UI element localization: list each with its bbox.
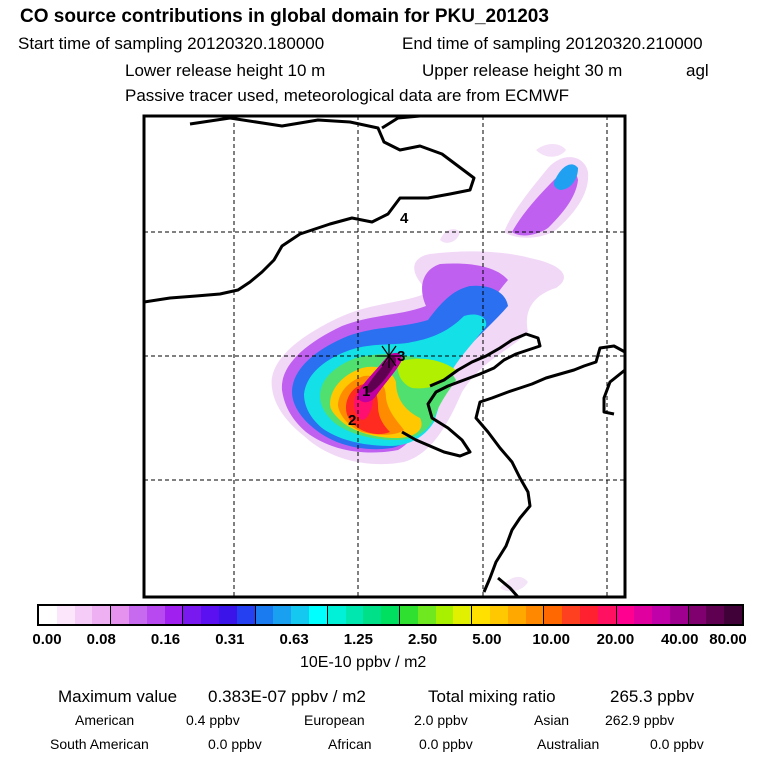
colorbar-cell [308, 606, 327, 624]
colorbar-cell [92, 606, 111, 624]
region-value: 0.0 ppbv [650, 736, 704, 752]
region-name: South American [50, 736, 149, 752]
region-name: Asian [534, 712, 570, 728]
release-site-marker [377, 344, 401, 368]
colorbar-cell [417, 606, 436, 624]
colorbar-cell [363, 606, 382, 624]
map-panel [142, 114, 627, 599]
region-value: 0.0 ppbv [208, 736, 262, 752]
max-value: 0.383E-07 ppbv / m2 [208, 687, 366, 706]
colorbar-cell [489, 606, 508, 624]
colorbar-cell [669, 606, 688, 624]
colorbar-cell [291, 606, 309, 624]
colorbar-cell [254, 606, 274, 624]
colorbar-tick-label: 5.00 [472, 631, 502, 648]
colorbar-tick-label: 0.31 [215, 631, 245, 648]
colorbar-cell [507, 606, 526, 624]
region-value: 0.0 ppbv [419, 736, 473, 752]
release-agl: agl [686, 61, 709, 80]
sampling-start: Start time of sampling 20120320.180000 [18, 34, 325, 53]
colorbar-tick-label: 0.08 [86, 631, 116, 648]
colorbar-cell [597, 606, 616, 624]
region-value: 0.4 ppbv [186, 712, 240, 728]
colorbar-cell [381, 606, 399, 624]
colorbar-cell [182, 606, 202, 624]
colorbar-tick-label: 20.00 [596, 631, 635, 648]
colorbar-tick-label: 0.16 [150, 631, 181, 648]
colorbar-tick-label: 2.50 [408, 631, 438, 648]
total-mixing-value: 265.3 ppbv [610, 687, 695, 706]
colorbar-cell [146, 606, 165, 624]
region-name: African [328, 736, 372, 752]
colorbar-cell [128, 606, 147, 624]
colorbar-cell [398, 606, 418, 624]
colorbar-tick-label: 80.00 [709, 631, 747, 648]
colorbar-cell [435, 606, 454, 624]
colorbar-cell [201, 606, 219, 624]
colorbar-tick-label: 1.25 [343, 631, 373, 648]
colorbar-cell [687, 606, 707, 624]
colorbar-cell [273, 606, 292, 624]
colorbar-cell [218, 606, 237, 624]
region-value: 262.9 ppbv [605, 712, 675, 728]
colorbar [37, 604, 744, 626]
colorbar-cell [326, 606, 346, 624]
colorbar-cell [634, 606, 653, 624]
marker-label-3: 3 [397, 348, 406, 365]
colorbar-cell [543, 606, 563, 624]
region-name: European [304, 712, 365, 728]
colorbar-cell [652, 606, 670, 624]
colorbar-cell [562, 606, 580, 624]
colorbar-cell [453, 606, 472, 624]
colorbar-cell [724, 606, 743, 624]
colorbar-cell [236, 606, 255, 624]
colorbar-cell [164, 606, 183, 624]
colorbar-cell [706, 606, 725, 624]
plume-field [271, 144, 589, 592]
region-name: American [75, 712, 135, 728]
region-value: 2.0 ppbv [414, 712, 468, 728]
colorbar-cell [615, 606, 635, 624]
colorbar-cell [471, 606, 490, 624]
marker-label-2: 2 [348, 412, 357, 429]
plot-title: CO source contributions in global domain… [20, 6, 549, 27]
colorbar-cell [345, 606, 364, 624]
region-name: Australian [537, 736, 600, 752]
colorbar-cell [110, 606, 129, 624]
map-frame [142, 114, 627, 599]
tracer-note: Passive tracer used, meteorological data… [125, 86, 570, 105]
colorbar-cell [525, 606, 544, 624]
marker-label-4: 4 [400, 210, 409, 227]
colorbar-units: 10E-10 ppbv / m2 [300, 654, 427, 671]
colorbar-tick-label: 40.00 [660, 631, 699, 648]
total-mixing-label: Total mixing ratio [428, 687, 556, 706]
coastlines [144, 116, 625, 597]
sampling-end: End time of sampling 20120320.210000 [402, 34, 703, 53]
max-value-label: Maximum value [58, 687, 178, 706]
colorbar-tick-label: 0.63 [279, 631, 309, 648]
release-upper: Upper release height 30 m [422, 61, 623, 80]
colorbar-tick-label: 10.00 [532, 631, 570, 648]
colorbar-cell [39, 606, 57, 624]
release-lower: Lower release height 10 m [125, 61, 326, 80]
marker-label-1: 1 [362, 383, 371, 400]
colorbar-tick-label: 0.00 [32, 631, 62, 648]
colorbar-cell [74, 606, 93, 624]
colorbar-cell [579, 606, 598, 624]
colorbar-cell [56, 606, 75, 624]
